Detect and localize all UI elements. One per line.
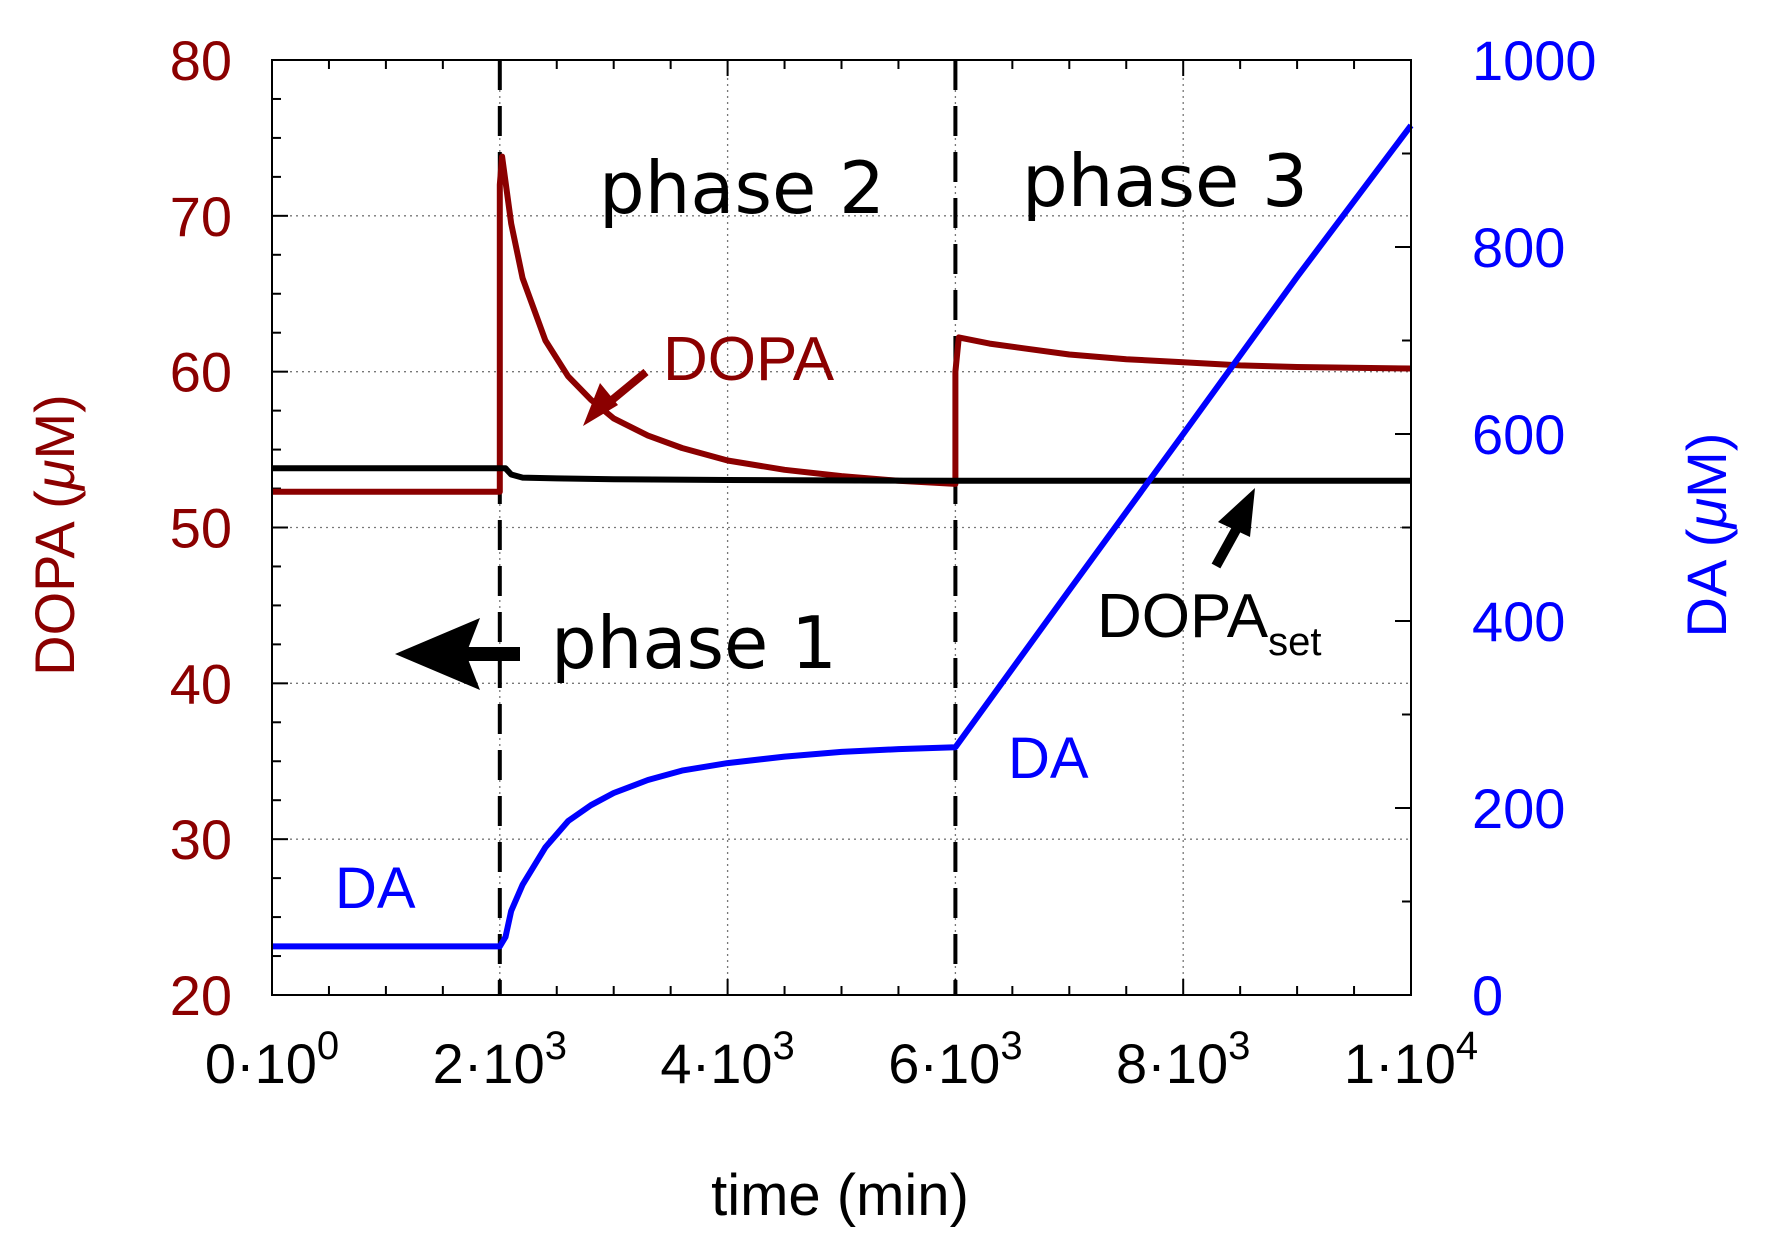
x-tick-mantissa: 0·10 xyxy=(205,1032,317,1095)
x-tick-mantissa: 1·10 xyxy=(1344,1032,1456,1095)
y-right-tick-label: 400 xyxy=(1472,590,1565,653)
phase-3-label: phase 3 xyxy=(1022,139,1308,223)
y-right-tick-label: 0 xyxy=(1472,964,1503,1027)
dopa-set-label-subscript: set xyxy=(1268,620,1321,664)
x-tick-exponent: 0 xyxy=(317,1024,339,1068)
left-y-axis-title: DOPA (μM) xyxy=(23,394,86,676)
x-tick-mantissa: 8·10 xyxy=(1116,1032,1228,1095)
y-left-tick-label: 60 xyxy=(170,341,232,404)
left-y-title-suffix: M) xyxy=(23,394,86,459)
x-tick-label: 2·103 xyxy=(433,1024,567,1095)
y-left-tick-label: 50 xyxy=(170,497,232,560)
dopa-set-arrow xyxy=(1211,488,1255,569)
series-line-dopa xyxy=(272,153,1412,495)
x-tick-exponent: 3 xyxy=(545,1024,567,1068)
series-line-dopa-set xyxy=(272,465,1411,484)
major-ticks xyxy=(271,59,1412,996)
phase-2-label: phase 2 xyxy=(599,146,885,230)
y-right-tick-label: 600 xyxy=(1472,403,1565,466)
right-y-tick-labels: 0 200 400 600 800 1000 xyxy=(1472,29,1597,1027)
series-line-da xyxy=(272,123,1414,950)
da-series-label-right: DA xyxy=(1008,726,1089,791)
dopa-set-label-main: DOPA xyxy=(1097,582,1269,651)
x-tick-label: 1·104 xyxy=(1344,1024,1478,1095)
right-y-title-mu: μ xyxy=(1675,498,1738,531)
y-left-tick-label: 30 xyxy=(170,808,232,871)
x-tick-exponent: 3 xyxy=(1228,1024,1250,1068)
y-left-tick-label: 70 xyxy=(170,185,232,248)
phase-1-label: phase 1 xyxy=(551,601,837,685)
y-right-tick-label: 1000 xyxy=(1472,29,1597,92)
dopa-series-label: DOPA xyxy=(663,325,835,394)
x-axis-title: time (min) xyxy=(711,1163,969,1228)
x-tick-label: 6·103 xyxy=(888,1024,1022,1095)
right-y-axis-title: DA (μM) xyxy=(1675,433,1738,638)
y-left-tick-label: 20 xyxy=(170,964,232,1027)
x-tick-mantissa: 4·10 xyxy=(660,1032,772,1095)
x-tick-label: 8·103 xyxy=(1116,1024,1250,1095)
left-y-tick-labels: 20 30 40 50 60 70 80 xyxy=(170,29,232,1027)
x-tick-exponent: 3 xyxy=(1000,1024,1022,1068)
x-tick-mantissa: 6·10 xyxy=(888,1032,1000,1095)
x-tick-mantissa: 2·10 xyxy=(433,1032,545,1095)
y-right-tick-label: 200 xyxy=(1472,777,1565,840)
y-left-tick-label: 40 xyxy=(170,652,232,715)
grid xyxy=(272,60,1411,995)
x-tick-label: 4·103 xyxy=(660,1024,794,1095)
da-series-label-left: DA xyxy=(335,856,416,921)
right-y-title-suffix: M) xyxy=(1675,433,1738,498)
x-tick-label: 0·100 xyxy=(205,1024,339,1095)
dopa-set-series-label: DOPAset xyxy=(1097,582,1321,664)
x-tick-labels: 0·100 2·103 4·103 6·103 8·103 1·104 xyxy=(205,1024,1478,1095)
phase-1-arrow xyxy=(395,618,520,690)
y-left-tick-label: 80 xyxy=(170,29,232,92)
x-tick-exponent: 4 xyxy=(1456,1024,1478,1068)
minor-ticks xyxy=(272,60,1411,995)
y-right-tick-label: 800 xyxy=(1472,216,1565,279)
x-tick-exponent: 3 xyxy=(773,1024,795,1068)
left-y-title-mu: μ xyxy=(23,459,86,492)
right-y-title-prefix: DA ( xyxy=(1675,528,1738,637)
dopa-arrow xyxy=(583,368,649,426)
left-y-title-prefix: DOPA ( xyxy=(23,490,86,676)
series xyxy=(272,123,1414,950)
